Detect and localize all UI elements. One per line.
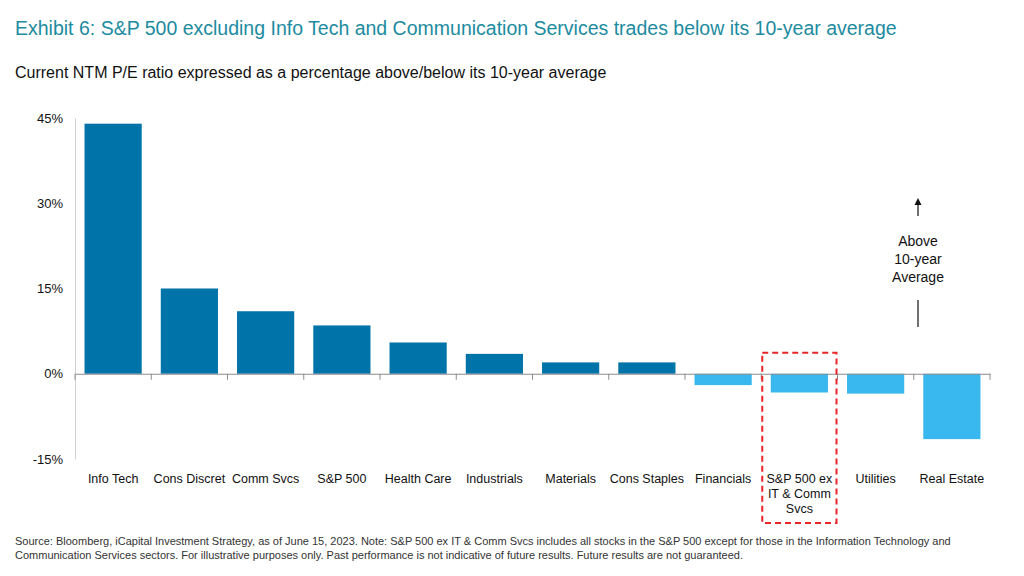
annotation-group: Above 10-year Average	[892, 198, 944, 327]
y-tick-label: -15%	[33, 452, 64, 467]
x-axis: Info Tech Cons Discret Comm Svcs S&P 500 Hea…	[76, 374, 991, 516]
text-line: Utilities	[855, 472, 895, 486]
subtitle: Current NTM P/E ratio expressed as a per…	[15, 64, 607, 81]
bar	[695, 374, 752, 385]
y-tick: 0%	[44, 366, 75, 381]
x-tick-label: Health Care	[385, 472, 452, 486]
x-tick: Industrials	[466, 374, 523, 486]
bar	[85, 124, 142, 374]
y-tick: 45%	[37, 111, 75, 126]
x-tick: Cons Discret	[154, 374, 226, 486]
x-tick-label: Cons Staples	[610, 472, 684, 486]
text-line: Financials	[695, 472, 751, 486]
chart: Exhibit 6: S&P 500 excluding Info Tech a…	[0, 0, 1024, 576]
bars	[85, 124, 981, 439]
separator-tick	[227, 374, 228, 380]
x-tick-label: S&P 500	[317, 472, 366, 486]
x-tick: Health Care	[385, 374, 452, 486]
x-tick-label: Industrials	[466, 472, 523, 486]
arrow-head	[915, 198, 922, 205]
y-tick-label: 0%	[44, 366, 63, 381]
x-tick-label: S&P 500 exIT & CommSvcs	[766, 472, 833, 516]
text-line: Comm Svcs	[232, 472, 299, 486]
x-tick-label: Materials	[545, 472, 596, 486]
x-tick: Materials	[545, 374, 596, 486]
text-line: Info Tech	[88, 472, 139, 486]
separator-tick	[608, 374, 609, 380]
bar	[313, 325, 370, 373]
bar	[390, 342, 447, 373]
x-tick-label: Real Estate	[920, 472, 985, 486]
text-line: Cons Staples	[610, 472, 684, 486]
x-tick: Financials	[695, 374, 751, 486]
y-tick: -15%	[33, 452, 75, 467]
text-line: Above	[898, 233, 938, 249]
separator-tick	[532, 374, 533, 380]
separator-tick	[913, 374, 914, 380]
x-tick: S&P 500	[317, 374, 366, 486]
separator-tick	[990, 374, 991, 380]
text-line: Svcs	[786, 502, 813, 516]
x-tick: Comm Svcs	[232, 374, 299, 486]
text-line: Cons Discret	[154, 472, 226, 486]
y-axis: -15% 0% 15% 30% 45%	[33, 111, 76, 467]
separators	[75, 374, 990, 380]
text-line: Communication Services sectors. For illu…	[15, 549, 743, 561]
y-tick-label: 30%	[37, 196, 63, 211]
footnote: Source: Bloomberg, iCapital Investment S…	[15, 535, 951, 561]
text-line: Average	[892, 269, 944, 285]
x-tick-label: Financials	[695, 472, 751, 486]
text-line: Source: Bloomberg, iCapital Investment S…	[15, 535, 951, 547]
bar	[618, 362, 675, 373]
y-axis-line	[75, 119, 76, 460]
text-line: Health Care	[385, 472, 452, 486]
y-tick: 30%	[37, 196, 75, 211]
x-tick: Real Estate	[920, 374, 985, 486]
bar	[237, 311, 294, 374]
annotation: Above 10-year Average	[892, 233, 944, 285]
x-tick-label: Info Tech	[88, 472, 139, 486]
text-line: Industrials	[466, 472, 523, 486]
y-tick: 15%	[37, 281, 75, 296]
annotation-line	[917, 300, 918, 327]
separator-tick	[380, 374, 381, 380]
separator-tick	[303, 374, 304, 380]
x-tick: Info Tech	[88, 374, 139, 486]
y-tick-label: 45%	[37, 111, 63, 126]
y-tick-label: 15%	[37, 281, 63, 296]
bar	[466, 354, 523, 374]
x-tick: Cons Staples	[610, 374, 684, 486]
x-tick-label: Utilities	[855, 472, 895, 486]
separator-tick	[685, 374, 686, 380]
separator-tick	[151, 374, 152, 380]
title: Exhibit 6: S&P 500 excluding Info Tech a…	[15, 17, 897, 39]
bar	[161, 289, 218, 374]
x-tick: Utilities	[855, 374, 895, 486]
text-line: S&P 500 ex	[766, 472, 833, 486]
separator-tick	[75, 374, 76, 380]
text-line: Materials	[545, 472, 596, 486]
x-tick-label: Cons Discret	[154, 472, 226, 486]
bar	[542, 362, 599, 373]
x-tick-label: Comm Svcs	[232, 472, 299, 486]
bar	[771, 374, 828, 393]
bar	[847, 374, 904, 394]
text-line: IT & Comm	[768, 487, 831, 501]
text-line: S&P 500	[317, 472, 366, 486]
text-line: Real Estate	[920, 472, 985, 486]
bar	[923, 374, 980, 439]
x-tick: S&P 500 exIT & CommSvcs	[766, 374, 833, 516]
separator-tick	[456, 374, 457, 380]
text-line: 10-year	[894, 251, 942, 267]
highlight-box	[762, 353, 836, 523]
